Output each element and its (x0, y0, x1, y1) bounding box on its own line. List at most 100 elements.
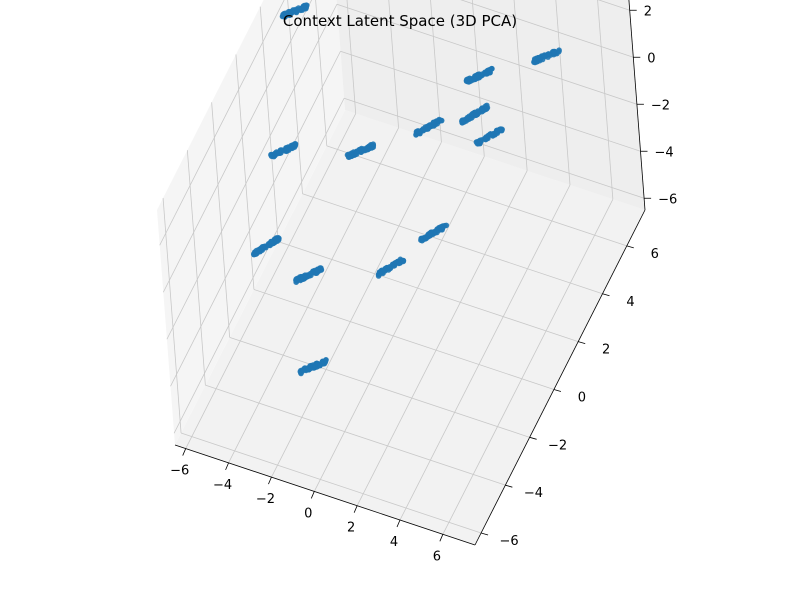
scatter-point (361, 146, 367, 152)
grid-line-z (162, 0, 313, 293)
grid-line-x (513, 0, 528, 171)
scatter-point (387, 264, 393, 270)
point-cluster (459, 102, 491, 126)
grid-line-x (597, 0, 614, 200)
grid-line-z (159, 0, 285, 246)
point-cluster (297, 357, 329, 377)
y-tick-mark (505, 484, 513, 488)
z-tick-label: −4 (655, 145, 674, 160)
scatter-point (545, 51, 552, 57)
scatter-point (469, 111, 475, 118)
grid-line-y (278, 241, 579, 342)
x-tick-mark (439, 534, 444, 542)
scatter-point (416, 129, 422, 135)
grid-line-z (336, 3, 638, 105)
scatter-point (314, 267, 321, 273)
y-tick-label: 2 (602, 343, 610, 358)
scatter-point (420, 126, 427, 132)
x-tick-label: −4 (213, 478, 232, 493)
scatter-point (380, 269, 386, 275)
point-cluster (375, 256, 407, 279)
grid-line-x (356, 170, 528, 506)
z-tick-label: −2 (651, 98, 670, 113)
chart-title: Context Latent Space (3D PCA) (282, 12, 518, 30)
x-tick-label: −6 (170, 464, 189, 479)
scatter-point (484, 104, 491, 111)
left-pane (157, 0, 345, 445)
z-tick-label: −6 (658, 192, 677, 207)
grid-line-y (235, 54, 255, 290)
grid-line-z (166, 4, 338, 340)
scatter-point (531, 56, 538, 62)
scatter-point (317, 362, 324, 368)
grid-line-z (460, 0, 634, 58)
scatter-point (487, 131, 494, 137)
scatter-point (537, 56, 544, 62)
scatter-point (556, 48, 562, 55)
scatter-point (308, 362, 314, 369)
scatter-point (477, 137, 483, 144)
scatter-point (282, 10, 289, 17)
scatter-point (400, 257, 407, 264)
scatter-point (494, 127, 500, 134)
point-cluster (268, 141, 299, 160)
grid-line-z (173, 98, 345, 434)
scatter-point (370, 141, 377, 147)
grid-line-x (430, 0, 442, 143)
grid-line-y (253, 289, 555, 390)
scatter-point (346, 154, 353, 160)
scatter-point (438, 224, 445, 230)
grid-line-y (211, 102, 231, 338)
grid-line-x (399, 184, 571, 521)
x-tick-label: 2 (347, 521, 355, 536)
grid-line-x (185, 113, 357, 449)
scatter-point (275, 236, 282, 243)
grid-line-y (180, 432, 482, 534)
grid-line-y (205, 384, 506, 486)
grid-line-x (471, 0, 485, 157)
grid-line-z (340, 50, 641, 152)
y-tick-mark (626, 245, 634, 249)
scatter-point (471, 76, 477, 82)
y-tick-label: −2 (548, 438, 567, 453)
scatter-point (259, 244, 266, 250)
scatter-point (438, 117, 445, 124)
y-tick-mark (553, 389, 562, 392)
grid-line-x (313, 156, 485, 492)
x-tick-label: −2 (256, 492, 275, 507)
point-cluster (413, 116, 445, 138)
scatter-point (427, 231, 433, 237)
grid-line-y (315, 0, 328, 146)
point-cluster (473, 126, 505, 147)
scatter-point (353, 150, 359, 157)
y-tick-mark (602, 293, 610, 297)
y-tick-mark (529, 436, 537, 440)
x-tick-mark (396, 519, 401, 528)
x-tick-label: 6 (433, 549, 441, 564)
scatter-point (294, 275, 300, 282)
y-tick-label: 0 (578, 391, 586, 406)
grid-line-z (170, 51, 341, 387)
grid-line-x (388, 0, 399, 128)
scatter-point (294, 7, 301, 14)
scatter-point (459, 117, 466, 123)
scatter-point (484, 71, 491, 77)
scatter-point (301, 5, 307, 11)
grid-line-y (186, 150, 206, 386)
scatter-point (309, 269, 316, 276)
scatter-point (287, 12, 293, 18)
x-tick-mark (225, 462, 229, 471)
x-tick-label: 4 (390, 535, 398, 550)
y-tick-label: −4 (524, 486, 543, 501)
y-axis-line (474, 209, 646, 546)
scatter-point (425, 125, 431, 132)
point-cluster (463, 65, 495, 85)
x-tick-mark (353, 505, 358, 513)
z-tick-label: 2 (644, 4, 652, 19)
x-tick-mark (310, 491, 315, 499)
grid-line-y (162, 198, 182, 434)
grid-line-x (442, 199, 614, 535)
y-tick-mark (480, 532, 489, 536)
